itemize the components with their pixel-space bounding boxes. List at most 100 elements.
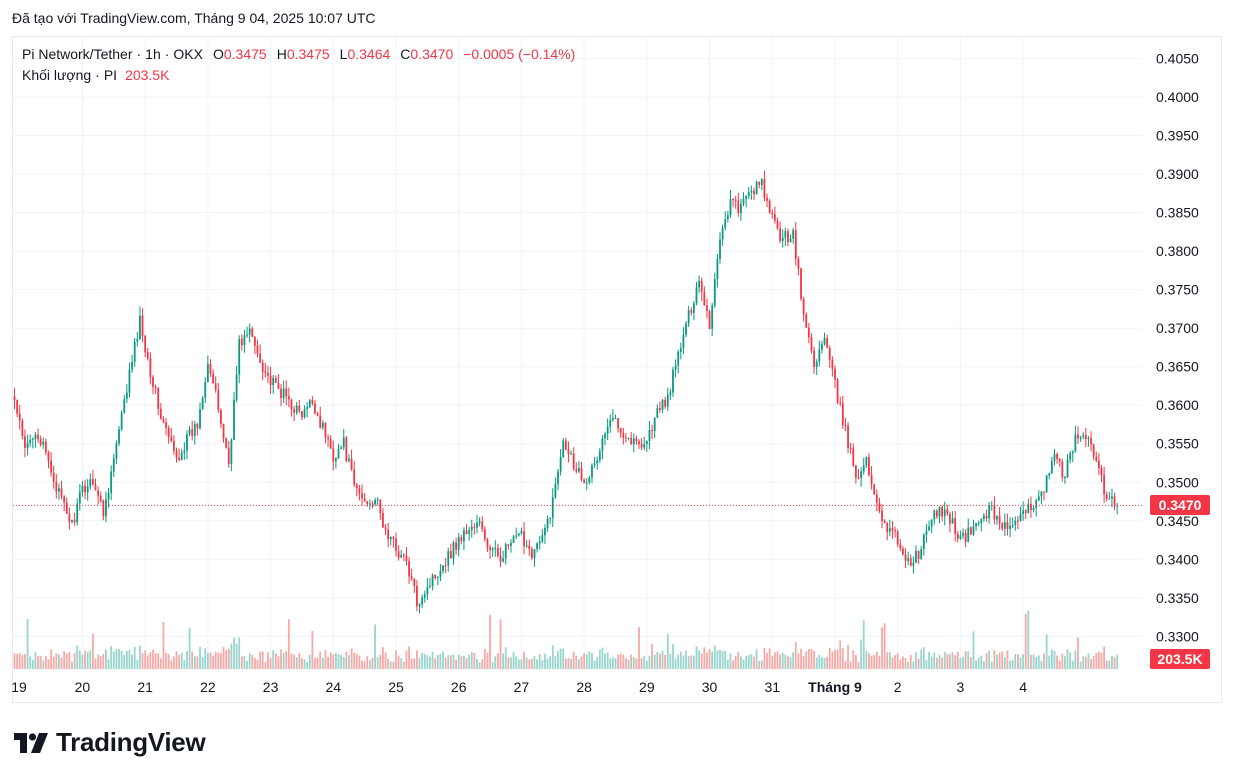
candle-body [510,542,512,546]
candle-body [732,199,734,201]
candle-body [298,405,301,412]
volume-bar [510,657,512,669]
candle-body [1009,525,1011,529]
candle-body [439,571,442,578]
candle-body [99,495,102,501]
candle-body [962,532,964,536]
volume-bar [353,652,356,669]
candle-body [225,438,228,448]
volume-bar [713,645,716,669]
candle-body [123,398,126,413]
legend-interval[interactable]: 1h [145,46,161,62]
candle-body [410,576,413,579]
volume-bar [928,652,930,669]
candle-body [94,484,97,491]
volume-bar [274,653,277,669]
candle-body [146,352,149,359]
candle-body [222,424,225,439]
candle-body [473,526,476,528]
volume-bar [632,657,635,669]
volume-bar [802,655,805,669]
volume-bar [956,651,959,669]
candle-body [395,538,397,552]
candle-body [455,542,457,550]
volume-bar [763,647,766,669]
candle-body [1001,523,1004,529]
y-tick-label: 0.4050 [1156,51,1199,67]
candle-body [533,549,536,559]
candle-body [868,457,870,476]
candle-body [321,422,324,428]
volume-bar [342,657,345,669]
candle-body [248,328,251,335]
candle-body [826,338,829,348]
candle-body [779,228,782,241]
candle-body [828,347,831,360]
volume-bar [862,620,865,669]
volume-bar [94,658,97,669]
y-tick-label: 0.3300 [1156,628,1199,644]
volume-bar [212,655,214,669]
candle-body [591,464,593,478]
volume-bar [1048,655,1051,669]
candle-body [34,434,37,439]
candle-body [737,200,740,214]
candle-body [71,519,73,522]
candle-body [110,471,113,494]
volume-bar [635,658,638,669]
volume-bar [316,657,319,669]
volume-bar [883,623,886,669]
volume-bar [201,656,204,669]
legend-symbol[interactable]: Pi Network/Tether [22,46,133,62]
candle-body [834,368,836,380]
volume-bar [606,652,609,669]
open-label: O [212,46,224,62]
y-tick-label: 0.3600 [1156,397,1199,413]
candle-body [152,377,154,387]
tradingview-logo[interactable]: TradingView [14,727,206,758]
candle-body [264,371,267,373]
volume-bar [115,649,118,669]
candle-body [1011,525,1014,527]
volume-bar [834,649,836,669]
candle-body [648,430,651,442]
volume-bar [703,647,706,669]
candle-body [1074,434,1077,452]
candle-body [980,518,983,523]
volume-bar [533,655,536,669]
volume-bar [902,656,904,669]
volume-bar [682,655,685,669]
candle-body [609,419,612,427]
volume-bar [139,645,141,669]
volume-bar [256,659,259,669]
candle-body [740,203,742,214]
candle-body [272,377,275,386]
candle-body [86,486,89,493]
candle-body [175,450,178,458]
volume-bar [854,654,857,669]
candle-body [434,574,437,579]
y-tick-label: 0.3550 [1156,436,1199,452]
candle-body [706,305,708,312]
volume-bar [429,656,431,669]
candle-body [726,215,729,220]
candle-body [604,433,606,439]
volume-bar [614,658,617,669]
candle-body [925,530,928,535]
candle-body [489,547,491,551]
candle-body [606,426,609,434]
candle-body [334,458,337,462]
volume-bar [259,651,262,669]
volume-bar [128,649,131,669]
x-tick-label: 26 [451,679,467,695]
candle-body [476,522,478,528]
legend-exchange[interactable]: OKX [173,46,203,62]
candle-body [698,280,701,288]
volume-bar [384,652,387,669]
candle-body [813,350,815,367]
volume-label[interactable]: Khối lượng [22,67,92,83]
candle-body [494,547,497,549]
y-axis-ticks: 0.4050 0.4000 0.3950 0.3900 0.3850 0.3800 0.37… [1156,51,1199,645]
candle-body [525,545,528,547]
